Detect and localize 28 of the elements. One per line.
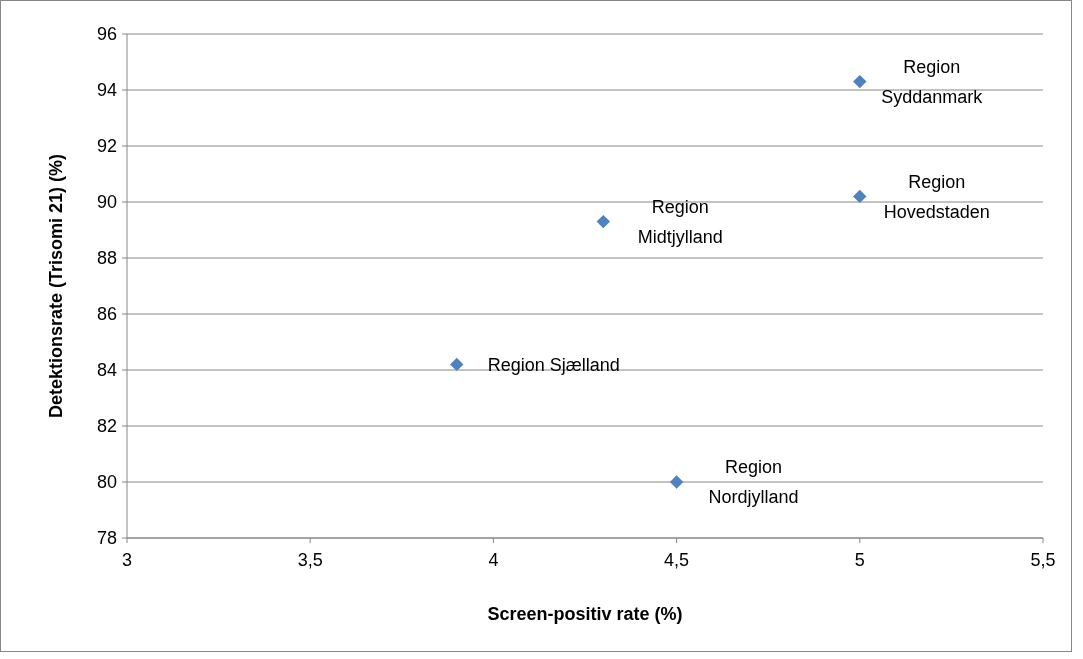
annotation: Region Midtjylland bbox=[637, 196, 723, 247]
x-tick-label: 3,5 bbox=[297, 550, 323, 570]
x-tick-label: 5 bbox=[854, 550, 865, 570]
y-tick-label: 78 bbox=[96, 528, 117, 549]
point bbox=[669, 475, 684, 489]
y-tick-label: 92 bbox=[96, 136, 117, 157]
y-tick-label: 80 bbox=[96, 472, 117, 493]
x-axis-title: Screen-positiv rate (%) bbox=[487, 604, 683, 624]
annotation: Region Nordjylland bbox=[708, 457, 799, 508]
y-tick-label: 86 bbox=[96, 304, 117, 325]
point bbox=[450, 357, 464, 372]
x-tick-label: 3 bbox=[121, 550, 133, 570]
point bbox=[853, 74, 867, 89]
y-tick-label: 96 bbox=[96, 24, 117, 45]
x-tick-label: 4,5 bbox=[664, 550, 690, 570]
point bbox=[853, 189, 867, 204]
annotation: Region Syddanmark bbox=[881, 56, 984, 107]
y-tick-label: 94 bbox=[96, 80, 117, 101]
y-tick-label: 90 bbox=[96, 192, 117, 213]
y-tick-label: 88 bbox=[96, 248, 117, 269]
y-tick-label: 82 bbox=[96, 416, 117, 437]
annotation: Region Hovedstaden bbox=[883, 171, 990, 222]
x-tick-label: 5,5 bbox=[1030, 550, 1056, 570]
y-tick-label: 84 bbox=[96, 360, 117, 381]
point bbox=[596, 214, 611, 229]
x-tick-label: 4 bbox=[488, 550, 499, 570]
y-axis-title: Detektionsrate (Trisomi 21) (%) bbox=[46, 153, 66, 419]
annotation: Region Sjælland bbox=[487, 354, 620, 375]
